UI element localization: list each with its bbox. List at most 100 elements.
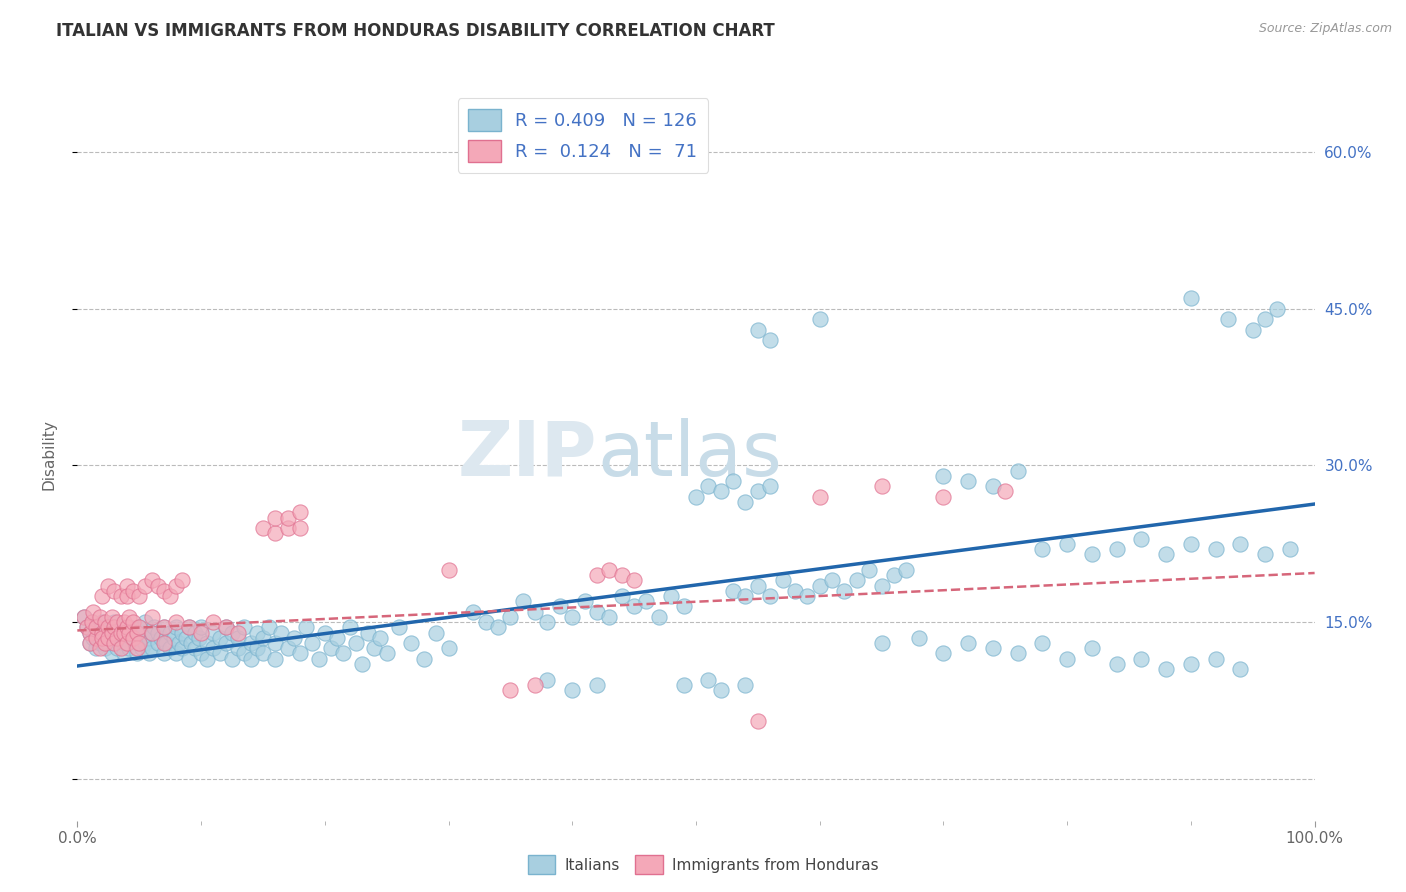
Point (957, 474, 980, 488)
Point (105, 625, 128, 640)
Point (499, 683, 522, 698)
Point (561, 610, 583, 624)
Point (332, 647, 354, 661)
Point (180, 636, 202, 650)
Point (103, 625, 125, 640)
Point (125, 641, 148, 656)
Point (239, 651, 262, 665)
Point (1056, 537, 1078, 551)
Point (190, 625, 212, 640)
Point (246, 641, 269, 656)
Point (146, 636, 169, 650)
Point (110, 625, 132, 640)
Point (264, 526, 287, 541)
Point (350, 657, 373, 671)
Point (76, 620, 98, 634)
Point (101, 631, 124, 645)
Point (84, 620, 107, 634)
Point (97, 631, 120, 645)
Point (288, 521, 311, 535)
Point (1254, 547, 1277, 561)
Point (1130, 532, 1153, 546)
Point (759, 589, 782, 603)
Point (1267, 301, 1289, 316)
Point (105, 615, 128, 629)
Point (710, 484, 733, 499)
Point (648, 610, 671, 624)
Point (91, 625, 114, 640)
Point (115, 620, 138, 634)
Point (101, 647, 124, 661)
Point (89, 636, 111, 650)
Point (101, 625, 124, 640)
Point (994, 484, 1017, 499)
Point (97, 620, 120, 634)
Point (796, 589, 818, 603)
Point (84, 641, 107, 656)
Point (93, 625, 115, 640)
Point (1216, 312, 1239, 326)
Point (1278, 541, 1301, 556)
Point (226, 625, 249, 640)
Point (165, 620, 187, 634)
Point (808, 312, 831, 326)
Point (141, 610, 163, 624)
Point (82, 615, 104, 629)
Point (734, 495, 756, 509)
Point (159, 625, 181, 640)
Point (122, 583, 145, 598)
Point (115, 589, 138, 603)
Point (118, 610, 141, 624)
Point (84, 631, 107, 645)
Point (548, 599, 571, 614)
Point (512, 594, 534, 608)
Legend: Italians, Immigrants from Honduras: Italians, Immigrants from Honduras (522, 849, 884, 880)
Point (636, 594, 658, 608)
Y-axis label: Disability: Disability (42, 419, 56, 491)
Point (598, 563, 620, 577)
Point (610, 589, 633, 603)
Point (165, 647, 187, 661)
Point (208, 631, 231, 645)
Point (264, 510, 287, 524)
Point (1180, 657, 1202, 671)
Point (159, 589, 181, 603)
Point (165, 615, 187, 629)
Point (1007, 647, 1029, 661)
Point (91, 631, 114, 645)
Point (91, 615, 114, 629)
Point (896, 563, 918, 577)
Point (1007, 464, 1029, 478)
Point (370, 631, 392, 645)
Point (981, 641, 1004, 656)
Point (295, 620, 318, 634)
Point (91, 631, 114, 645)
Point (388, 620, 411, 634)
Point (128, 589, 150, 603)
Point (759, 333, 782, 347)
Point (932, 490, 955, 504)
Point (110, 589, 132, 603)
Point (772, 574, 794, 588)
Point (177, 620, 200, 634)
Point (277, 641, 299, 656)
Point (264, 636, 287, 650)
Point (1154, 662, 1177, 676)
Point (734, 678, 756, 692)
Point (264, 651, 287, 665)
Text: ZIP: ZIP (457, 418, 598, 491)
Point (233, 647, 256, 661)
Point (105, 631, 128, 645)
Point (97, 578, 120, 592)
Point (122, 631, 145, 645)
Point (112, 625, 135, 640)
Point (110, 641, 132, 656)
Point (586, 678, 609, 692)
Point (308, 651, 330, 665)
Point (221, 651, 243, 665)
Point (1105, 657, 1128, 671)
Point (363, 641, 385, 656)
Point (97, 620, 120, 634)
Point (486, 620, 509, 634)
Point (710, 683, 733, 698)
